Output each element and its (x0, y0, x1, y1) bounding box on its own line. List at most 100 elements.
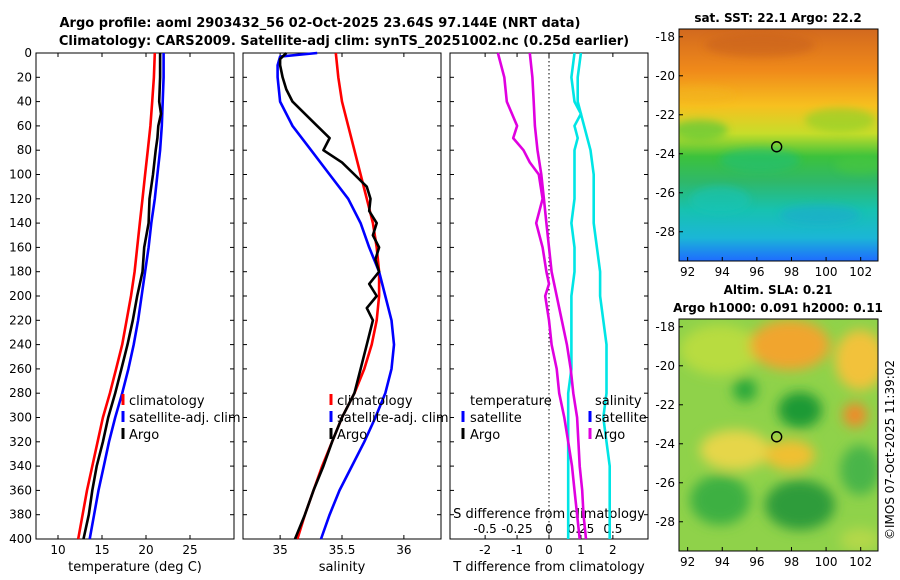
y-tick-label: 320 (9, 435, 32, 449)
profile-panels: 0204060801001201401601802002202402602803… (9, 46, 649, 575)
x-axis-label: T difference from climatology (452, 560, 645, 575)
x-tick-label: 15 (94, 543, 109, 557)
secondary-tick-label: -0.5 (473, 522, 496, 536)
map-x-tick-label: 98 (784, 265, 799, 279)
plot-frame (35, 52, 235, 540)
map-x-tick-label: 96 (749, 555, 764, 569)
secondary-tick-label: -0.25 (502, 522, 533, 536)
y-tick-label: 280 (9, 386, 32, 400)
secondary-tick-label: 0.5 (603, 522, 622, 536)
legend-label: climatology (337, 394, 413, 409)
y-tick-label: 60 (17, 119, 32, 133)
profile-panel-3: -2 -1 0 1 2 T difference from climatology S di… (449, 52, 649, 575)
map-y-tick-label: -26 (655, 476, 675, 490)
y-tick-label: 0 (24, 46, 32, 60)
map-y-tick-label: -24 (655, 147, 675, 161)
y-tick-label: 340 (9, 459, 32, 473)
map-x-tick-label: 92 (680, 555, 695, 569)
x-tick-label: 36 (396, 543, 411, 557)
y-tick-label: 200 (9, 289, 32, 303)
secondary-axis-label: S difference from climatology (453, 507, 645, 522)
map-y-tick-label: -18 (655, 320, 675, 334)
sla-texture (680, 320, 878, 551)
x-tick-label: 2 (609, 543, 617, 557)
x-tick-label: 20 (138, 543, 153, 557)
series-line-temperature-satellite (576, 52, 612, 539)
map-x-tick-label: 96 (749, 265, 764, 279)
legend-label: satellite-adj. clim (337, 411, 449, 426)
x-tick-label: 0 (545, 543, 553, 557)
map-y-tick-label: -18 (655, 30, 675, 44)
profile-panel-1: 0 20 40 60 80 100 120 140 160 180 200 220 240 260 280 3… (9, 46, 241, 575)
map-x-tick-label: 92 (680, 265, 695, 279)
map-y-tick-label: -20 (655, 69, 675, 83)
legend-label: Argo (595, 428, 625, 443)
y-tick-label: 40 (17, 95, 32, 109)
map-x-tick-label: 94 (715, 555, 730, 569)
legend-label: Argo (129, 428, 159, 443)
x-tick-label: 1 (577, 543, 585, 557)
x-axis-label: salinity (319, 560, 366, 575)
legend-label: satellite (470, 411, 522, 426)
y-tick-label: 300 (9, 411, 32, 425)
series-line-argo (82, 53, 163, 540)
legend-label: satellite (595, 411, 647, 426)
map-y-tick-label: -28 (655, 225, 675, 239)
series-line-salinity-argo (496, 52, 581, 540)
secondary-tick-label: 0.25 (568, 522, 595, 536)
map-x-tick-label: 100 (815, 265, 838, 279)
y-tick-label: 100 (9, 168, 32, 182)
map-y-tick-label: -22 (655, 108, 675, 122)
sla-float-marker (770, 431, 783, 443)
y-tick-label: 180 (9, 265, 32, 279)
secondary-tick-label: 0 (545, 522, 553, 536)
map-y-tick-label: -26 (655, 186, 675, 200)
plot-frame (242, 52, 442, 540)
map-x-tick-label: 100 (815, 555, 838, 569)
y-tick-label: 260 (9, 362, 32, 376)
map-y-tick-label: -20 (655, 359, 675, 373)
y-tick-label: 240 (9, 338, 32, 352)
y-tick-label: 80 (17, 143, 32, 157)
y-tick-label: 20 (17, 70, 32, 84)
sla-map-title-1: Altim. SLA: 0.21 (724, 283, 833, 297)
x-tick-label: 35.5 (329, 543, 356, 557)
series-line-climatology (76, 52, 157, 540)
x-tick-label: 35 (272, 543, 287, 557)
x-tick-label: -2 (479, 543, 491, 557)
y-tick-label: 120 (9, 192, 32, 206)
x-axis-label: temperature (deg C) (68, 560, 202, 575)
y-tick-label: 360 (9, 483, 32, 497)
x-tick-label: 10 (50, 543, 65, 557)
map-x-tick-label: 102 (849, 555, 872, 569)
legend-label: temperature (470, 394, 552, 409)
y-tick-label: 400 (9, 532, 32, 546)
watermark: ©IMOS 07-Oct-2025 11:39:02 (883, 360, 897, 540)
sla-map-title-2: Argo h1000: 0.091 h2000: 0.11 (673, 301, 883, 315)
x-tick-label: 25 (182, 543, 197, 557)
y-tick-label: 220 (9, 313, 32, 327)
sst-map-frame (678, 28, 879, 262)
sla-map-axes: 92 94 96 98 100 102 -18 -20 -22 -24 -26 -28 (655, 320, 872, 569)
map-x-tick-label: 94 (715, 265, 730, 279)
header-line-2: Climatology: CARS2009. Satellite-adj cli… (59, 34, 629, 49)
sst-field (679, 29, 878, 261)
series-line-salinity-satellite (528, 52, 588, 540)
header-line-1: Argo profile: aoml 2903432_56 02-Oct-202… (60, 16, 581, 31)
sst-texture (679, 33, 878, 225)
legend-label: climatology (129, 394, 205, 409)
y-tick-label: 160 (9, 240, 32, 254)
y-tick-label: 380 (9, 508, 32, 522)
sst-map-axes: 92 94 96 98 100 102 -18 -20 -22 -24 -26 -28 (655, 30, 872, 279)
x-tick-label: -1 (511, 543, 523, 557)
sst-map: sat. SST: 22.1 Argo: 22.2 92 94 96 98 100 102… (655, 11, 879, 279)
profile-panel-2: 35 35.5 36 salinity climatology satellite-adj… (242, 51, 449, 575)
sla-map-frame (678, 318, 879, 552)
sst-map-title: sat. SST: 22.1 Argo: 22.2 (694, 11, 861, 25)
map-y-tick-label: -28 (655, 515, 675, 529)
legend-label: salinity (595, 394, 642, 409)
sla-map: Altim. SLA: 0.21 Argo h1000: 0.091 h2000… (655, 283, 883, 569)
legend-label: satellite-adj. clim (129, 411, 241, 426)
map-y-tick-label: -22 (655, 398, 675, 412)
